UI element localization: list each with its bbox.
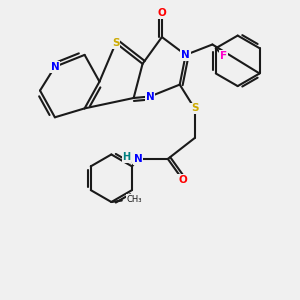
Text: N: N bbox=[50, 62, 59, 72]
Text: N: N bbox=[146, 92, 154, 101]
Text: S: S bbox=[112, 38, 120, 48]
Text: N: N bbox=[181, 50, 190, 60]
Text: N: N bbox=[134, 154, 142, 164]
Text: F: F bbox=[220, 51, 227, 61]
Text: H: H bbox=[123, 152, 131, 162]
Text: CH₃: CH₃ bbox=[126, 194, 142, 203]
Text: O: O bbox=[178, 175, 187, 185]
Text: O: O bbox=[158, 8, 166, 18]
Text: S: S bbox=[191, 103, 198, 113]
